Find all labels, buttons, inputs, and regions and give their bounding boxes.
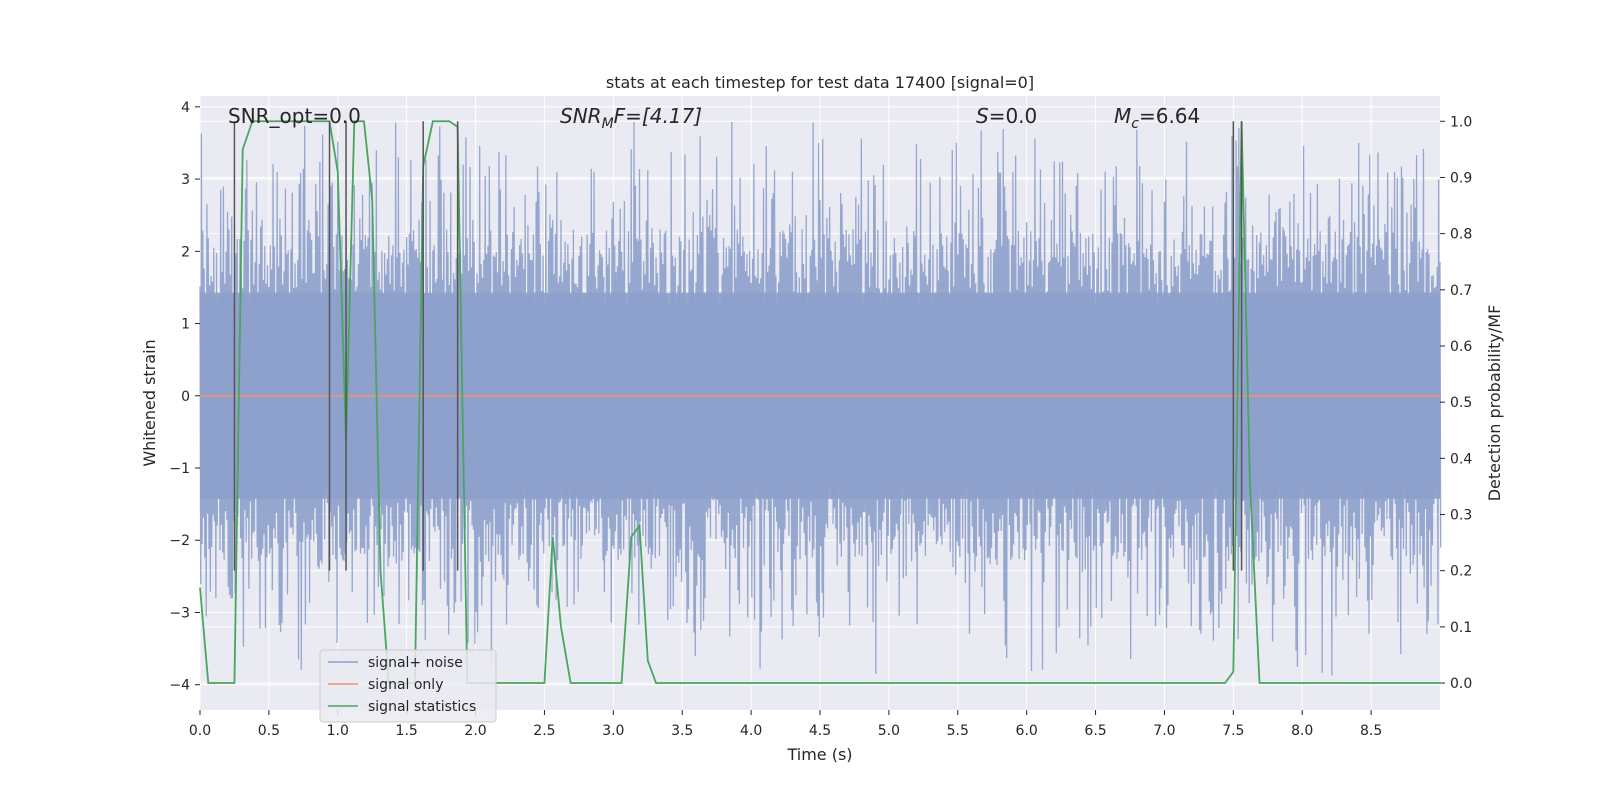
y2-tick-label: 0.2 <box>1450 564 1472 580</box>
annotation-s-rest: =0.0 <box>989 104 1038 128</box>
annotation-snr-mf-sub: M <box>602 116 614 132</box>
annotation-s-main: S <box>976 104 989 128</box>
annotation-s: S=0.0 <box>976 104 1037 128</box>
y2-tick-label: 0.3 <box>1450 508 1472 524</box>
y2-tick-label: 0.8 <box>1450 227 1472 243</box>
y2-tick-label: 0.1 <box>1450 620 1472 636</box>
x-tick-label: 8.0 <box>1291 723 1313 739</box>
y-tick-label: −3 <box>169 605 190 621</box>
legend-label-signal-noise: signal+ noise <box>368 655 463 671</box>
y2-tick-label: 0.4 <box>1450 451 1472 467</box>
y-tick-label: −4 <box>169 678 190 694</box>
annotation-snr-mf-main: SNR <box>560 104 602 128</box>
annotation-mc: Mc=6.64 <box>1114 104 1200 132</box>
annotation-mc-main: M <box>1114 104 1131 128</box>
annotation-snr-mf-rest: F=[4.17] <box>614 104 702 128</box>
y-axis-label: Whitened strain <box>140 339 159 466</box>
y2-tick-label: 0.7 <box>1450 283 1472 299</box>
x-tick-labels: 0.0 0.5 1.0 1.5 2.0 2.5 3.0 3.5 4.0 4.5 5.0 5.5 6.0 6… <box>189 710 1382 739</box>
legend: signal+ noise signal only signal statist… <box>319 649 497 723</box>
x-tick-label: 7.5 <box>1222 723 1244 739</box>
y-tick-label: −1 <box>169 461 190 477</box>
y2-tick-label: 0.9 <box>1450 170 1472 186</box>
y-tick-label: 1 <box>181 317 190 333</box>
chart-title: stats at each timestep for test data 174… <box>606 73 1034 92</box>
series-signal-statistics-line <box>199 120 1440 684</box>
y2-tick-label: 0.6 <box>1450 339 1472 355</box>
legend-label-signal-statistics: signal statistics <box>368 699 476 715</box>
y2-axis-label: Detection probability/MF <box>1485 305 1504 502</box>
x-tick-label: 8.5 <box>1360 723 1382 739</box>
x-tick-label: 5.5 <box>947 723 969 739</box>
x-tick-label: 2.0 <box>464 723 486 739</box>
x-tick-label: 1.5 <box>396 723 418 739</box>
y2-tick-label: 0.0 <box>1450 676 1472 692</box>
x-tick-label: 0.5 <box>258 723 280 739</box>
x-tick-label: 6.5 <box>1084 723 1106 739</box>
x-tick-label: 3.0 <box>602 723 624 739</box>
annotation-snr-opt: SNR_opt=0.0 <box>228 104 361 128</box>
legend-box <box>319 649 497 723</box>
y2-tick-label: 1.0 <box>1450 114 1472 130</box>
y-tick-labels: 4 3 2 1 0 −1 −2 −3 −4 <box>169 100 200 694</box>
x-tick-label: 1.0 <box>327 723 349 739</box>
legend-label-signal-only: signal only <box>368 677 443 693</box>
y2-tick-label: 0.5 <box>1450 395 1472 411</box>
x-tick-label: 3.5 <box>671 723 693 739</box>
vertical-markers <box>233 121 1243 571</box>
annotation-snr-mf: SNRMF=[4.17] <box>560 104 702 132</box>
x-tick-label: 4.5 <box>809 723 831 739</box>
x-tick-label: 5.0 <box>878 723 900 739</box>
x-tick-label: 7.0 <box>1153 723 1175 739</box>
x-tick-label: 6.0 <box>1016 723 1038 739</box>
annotation-mc-rest: =6.64 <box>1139 104 1200 128</box>
y2-tick-labels: 1.0 0.9 0.8 0.7 0.6 0.5 0.4 0.3 0.2 0.1 0.0 <box>1440 114 1472 692</box>
y-tick-label: −2 <box>169 533 190 549</box>
x-tick-label: 0.0 <box>189 723 211 739</box>
y-tick-label: 2 <box>181 244 190 260</box>
y-tick-label: 4 <box>181 100 190 116</box>
y-tick-label: 0 <box>181 389 190 405</box>
annotation-mc-sub: c <box>1131 116 1139 132</box>
y-tick-label: 3 <box>181 172 190 188</box>
x-tick-label: 4.0 <box>740 723 762 739</box>
x-axis-label: Time (s) <box>786 745 852 764</box>
x-tick-label: 2.5 <box>533 723 555 739</box>
